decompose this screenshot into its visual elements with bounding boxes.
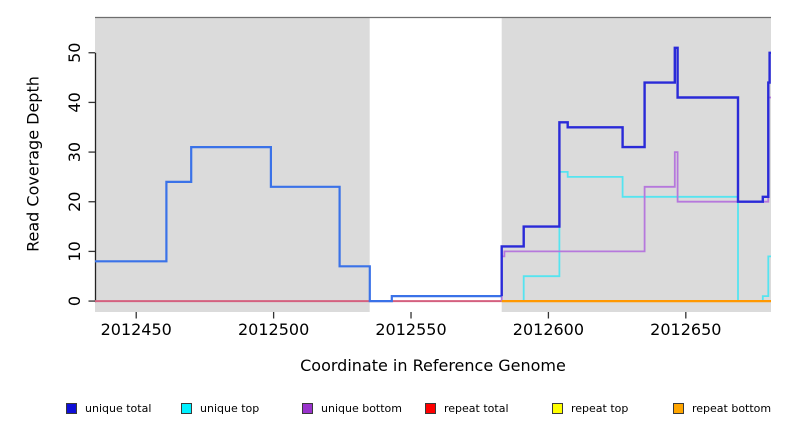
repeat-total-swatch-icon	[425, 402, 436, 414]
x-tick-label: 2012600	[513, 320, 584, 339]
legend-label: unique total	[85, 401, 152, 415]
series-line-unique-top	[501, 171, 771, 302]
legend-label: repeat bottom	[692, 401, 772, 415]
legend-label: repeat top	[571, 401, 629, 415]
unique-top-swatch-icon	[181, 402, 192, 414]
y-tick-label: 40	[65, 92, 84, 112]
x-axis-title: Coordinate in Reference Genome	[300, 356, 566, 375]
legend-item-repeat-top: repeat top	[552, 399, 628, 417]
band-unique-gap	[369, 17, 502, 312]
y-tick-label: 30	[65, 142, 84, 162]
series-line-unique-bottom	[500, 96, 771, 302]
legend-item-unique-bottom: unique bottom	[302, 399, 402, 417]
y-tick-label: 20	[65, 192, 84, 212]
unique-total-swatch-icon	[66, 402, 77, 414]
legend: unique total unique top unique bottom repea…	[0, 399, 792, 419]
legend-label: unique bottom	[321, 401, 403, 415]
series-line-unique-total-left	[95, 146, 502, 303]
repeat-top-swatch-icon	[552, 402, 563, 414]
band-repeat-shade-right	[501, 17, 771, 312]
legend-label: unique top	[200, 401, 260, 415]
legend-item-unique-total: unique total	[66, 399, 151, 417]
legend-item-repeat-total: repeat total	[425, 399, 509, 417]
repeat-bottom-swatch-icon	[673, 402, 684, 414]
legend-label: repeat total	[444, 401, 509, 415]
y-tick-label: 50	[65, 43, 84, 63]
series-line-unique-total-right	[500, 46, 771, 297]
unique-bottom-swatch-icon	[302, 402, 313, 414]
x-tick-label: 2012500	[238, 320, 309, 339]
y-axis-title: Read Coverage Depth	[23, 76, 43, 252]
x-tick-label: 2012550	[375, 320, 446, 339]
x-tick-label: 2012450	[101, 320, 172, 339]
y-tick-label: 10	[65, 241, 84, 261]
y-tick-label: 0	[65, 296, 84, 306]
legend-item-unique-top: unique top	[181, 399, 259, 417]
x-tick-label: 2012650	[650, 320, 721, 339]
band-repeat-shade-left	[95, 17, 370, 312]
legend-item-repeat-bottom: repeat bottom	[673, 399, 771, 417]
